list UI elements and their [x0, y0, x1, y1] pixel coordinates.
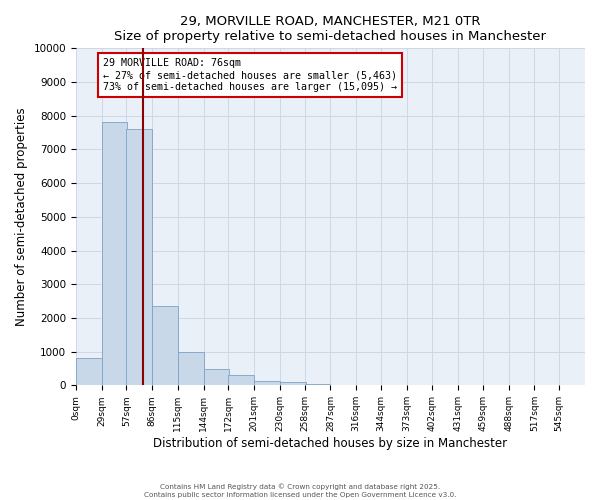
Bar	[305, 384, 331, 386]
Bar	[280, 382, 305, 386]
Y-axis label: Number of semi-detached properties: Number of semi-detached properties	[15, 108, 28, 326]
Bar	[101, 122, 127, 386]
Bar	[203, 369, 229, 386]
Bar	[152, 306, 178, 386]
Text: Contains HM Land Registry data © Crown copyright and database right 2025.
Contai: Contains HM Land Registry data © Crown c…	[144, 484, 456, 498]
Bar	[229, 375, 254, 386]
Bar	[178, 352, 203, 386]
X-axis label: Distribution of semi-detached houses by size in Manchester: Distribution of semi-detached houses by …	[154, 437, 508, 450]
Bar	[127, 129, 152, 386]
Title: 29, MORVILLE ROAD, MANCHESTER, M21 0TR
Size of property relative to semi-detache: 29, MORVILLE ROAD, MANCHESTER, M21 0TR S…	[115, 15, 547, 43]
Bar	[76, 358, 101, 386]
Text: 29 MORVILLE ROAD: 76sqm
← 27% of semi-detached houses are smaller (5,463)
73% of: 29 MORVILLE ROAD: 76sqm ← 27% of semi-de…	[103, 58, 397, 92]
Bar	[254, 381, 280, 386]
